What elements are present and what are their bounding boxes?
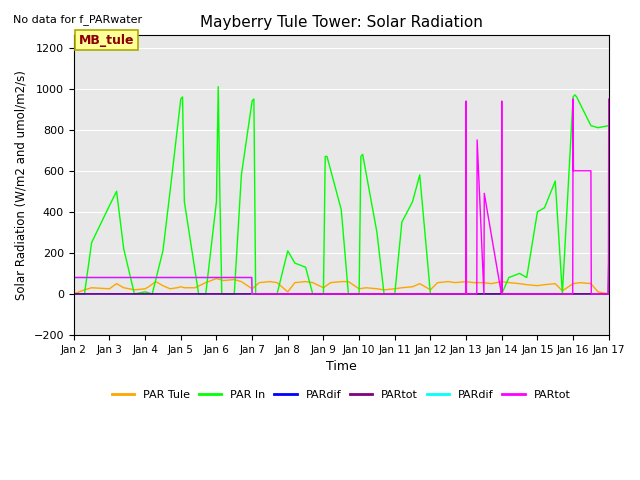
Title: Mayberry Tule Tower: Solar Radiation: Mayberry Tule Tower: Solar Radiation [200,15,483,30]
Y-axis label: Solar Radiation (W/m2 and umol/m2/s): Solar Radiation (W/m2 and umol/m2/s) [15,70,28,300]
X-axis label: Time: Time [326,360,356,373]
Text: No data for f_PARwater: No data for f_PARwater [13,14,142,25]
Text: MB_tule: MB_tule [79,34,134,47]
Legend: PAR Tule, PAR In, PARdif, PARtot, PARdif, PARtot: PAR Tule, PAR In, PARdif, PARtot, PARdif… [108,385,575,404]
